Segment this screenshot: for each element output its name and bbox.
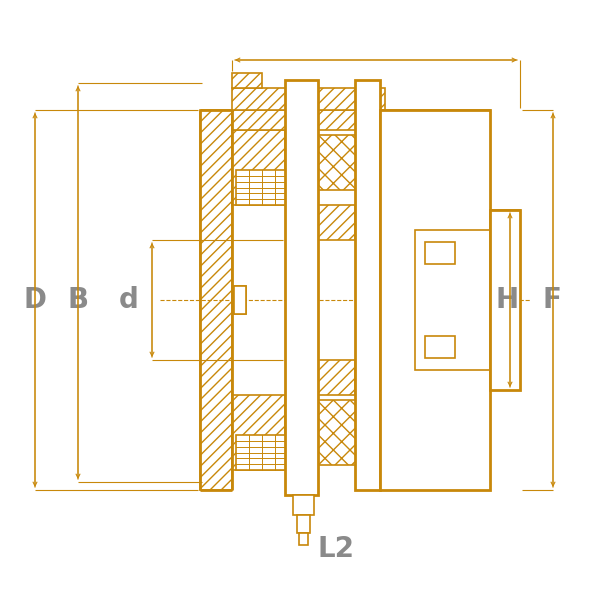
Bar	[380, 110, 490, 490]
Text: H: H	[496, 286, 518, 314]
Text: L2: L2	[317, 535, 355, 563]
Bar	[285, 80, 318, 495]
Bar	[318, 205, 355, 240]
Bar	[297, 515, 310, 533]
Text: F: F	[542, 286, 562, 314]
Bar	[200, 110, 232, 490]
Bar	[236, 435, 314, 470]
Bar	[234, 286, 246, 314]
Bar	[232, 88, 385, 110]
Bar	[299, 533, 308, 545]
Bar	[490, 210, 520, 390]
Bar	[380, 395, 490, 485]
Bar	[295, 135, 370, 190]
Text: D: D	[23, 286, 46, 314]
Bar	[232, 73, 262, 88]
Bar	[234, 286, 246, 314]
Bar	[355, 80, 380, 490]
Bar	[232, 395, 285, 470]
Bar	[425, 336, 455, 358]
Bar	[232, 130, 285, 205]
Bar	[380, 110, 490, 195]
Bar	[293, 495, 314, 515]
Bar	[236, 170, 314, 205]
Text: B: B	[67, 286, 89, 314]
Bar	[415, 230, 490, 370]
Bar	[425, 242, 455, 264]
Bar	[490, 210, 520, 390]
Text: d: d	[119, 286, 139, 314]
Bar	[318, 360, 355, 395]
Bar	[232, 110, 380, 130]
Bar	[295, 400, 370, 465]
